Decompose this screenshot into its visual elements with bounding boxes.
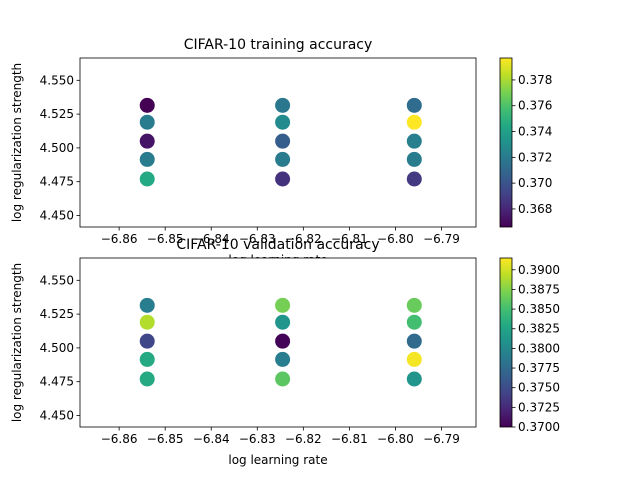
colorbar-tick-label: 0.378 bbox=[518, 73, 552, 87]
chart-title: CIFAR-10 validation accuracy bbox=[176, 237, 379, 253]
x-tick-label: −6.86 bbox=[101, 232, 138, 246]
y-tick-label: 4.550 bbox=[40, 73, 74, 87]
x-tick-label: −6.84 bbox=[193, 432, 230, 446]
x-tick-label: −6.82 bbox=[285, 432, 322, 446]
scatter-point bbox=[406, 151, 422, 167]
scatter-point bbox=[275, 333, 291, 349]
y-tick-label: 4.525 bbox=[40, 107, 74, 121]
colorbar-tick-label: 0.3900 bbox=[518, 263, 560, 277]
colorbar-tick-label: 0.3725 bbox=[518, 400, 560, 414]
y-tick-label: 4.450 bbox=[40, 209, 74, 223]
colorbar-gradient bbox=[499, 57, 513, 228]
colorbar-tick-label: 0.3825 bbox=[518, 322, 560, 336]
x-tick-label: −6.83 bbox=[239, 432, 276, 446]
scatter-point bbox=[406, 333, 422, 349]
colorbar-tick-label: 0.3875 bbox=[518, 282, 560, 296]
colorbar-tick-label: 0.370 bbox=[518, 176, 552, 190]
x-tick-label: −6.80 bbox=[377, 432, 414, 446]
y-tick-label: 4.550 bbox=[40, 273, 74, 287]
colorbar-tick-label: 0.3800 bbox=[518, 341, 560, 355]
scatter-point bbox=[275, 171, 291, 187]
colorbar-tick-label: 0.3700 bbox=[518, 420, 560, 434]
scatter-point bbox=[406, 171, 422, 187]
x-tick-label: −6.85 bbox=[147, 232, 184, 246]
x-axis-label: log learning rate bbox=[228, 453, 327, 467]
scatter-point bbox=[139, 351, 155, 367]
colorbar-tick-label: 0.376 bbox=[518, 99, 552, 113]
x-tick-label: −6.81 bbox=[331, 232, 368, 246]
scatter-point bbox=[275, 151, 291, 167]
x-tick-label: −6.79 bbox=[423, 232, 460, 246]
scatter-point bbox=[275, 314, 291, 330]
scatter-point bbox=[406, 133, 422, 149]
scatter-point bbox=[275, 351, 291, 367]
x-tick-label: −6.85 bbox=[147, 432, 184, 446]
x-tick-label: −6.81 bbox=[331, 432, 368, 446]
colorbar-tick-label: 0.368 bbox=[518, 202, 552, 216]
colorbar-tick-label: 0.372 bbox=[518, 150, 552, 164]
scatter-point bbox=[139, 297, 155, 313]
scatter-point bbox=[139, 314, 155, 330]
scatter-point bbox=[139, 171, 155, 187]
y-tick-label: 4.500 bbox=[40, 141, 74, 155]
y-axis-label: log regularization strength bbox=[10, 63, 24, 222]
scatter-point bbox=[139, 114, 155, 130]
scatter-point bbox=[139, 97, 155, 113]
scatter-point bbox=[406, 351, 422, 367]
x-tick-label: −6.82 bbox=[285, 232, 322, 246]
x-tick-label: −6.79 bbox=[423, 432, 460, 446]
y-tick-label: 4.450 bbox=[40, 409, 74, 423]
colorbar-tick-label: 0.3750 bbox=[518, 381, 560, 395]
scatter-point bbox=[275, 297, 291, 313]
scatter-point bbox=[139, 371, 155, 387]
y-axis-label: log regularization strength bbox=[10, 263, 24, 422]
scatter-point bbox=[406, 297, 422, 313]
colorbar-tick-label: 0.3850 bbox=[518, 302, 560, 316]
x-tick-label: −6.80 bbox=[377, 232, 414, 246]
chart-panel-2: −6.86 −6.85 −6.84 −6.83 −6.82 −6.81 −6.80 −6.79… bbox=[10, 237, 560, 467]
scatter-point bbox=[275, 133, 291, 149]
scatter-point bbox=[275, 114, 291, 130]
y-tick-label: 4.500 bbox=[40, 341, 74, 355]
colorbar: 0.3700 0.3725 0.3750 0.3775 0.3800 0.3825 0.38… bbox=[499, 257, 560, 434]
y-tick-label: 4.475 bbox=[40, 175, 74, 189]
scatter-point bbox=[275, 371, 291, 387]
colorbar-gradient bbox=[499, 257, 513, 428]
y-tick-label: 4.475 bbox=[40, 375, 74, 389]
colorbar-tick-label: 0.374 bbox=[518, 125, 552, 139]
x-tick-label: −6.86 bbox=[101, 432, 138, 446]
x-tick-label: −6.84 bbox=[193, 232, 230, 246]
scatter-point bbox=[406, 314, 422, 330]
y-tick-label: 4.525 bbox=[40, 307, 74, 321]
x-tick-label: −6.83 bbox=[239, 232, 276, 246]
scatter-point bbox=[139, 151, 155, 167]
chart-title: CIFAR-10 training accuracy bbox=[184, 37, 373, 53]
scatter-point bbox=[139, 133, 155, 149]
colorbar-tick-label: 0.3775 bbox=[518, 361, 560, 375]
chart-panel-1: −6.86 −6.85 −6.84 −6.83 −6.82 −6.81 −6.80 −6.79… bbox=[10, 37, 552, 267]
colorbar: 0.368 0.370 0.372 0.374 0.376 0.378 bbox=[499, 57, 552, 228]
scatter-point bbox=[406, 97, 422, 113]
scatter-point bbox=[275, 97, 291, 113]
scatter-point bbox=[406, 371, 422, 387]
scatter-point bbox=[406, 114, 422, 130]
scatter-point bbox=[139, 333, 155, 349]
